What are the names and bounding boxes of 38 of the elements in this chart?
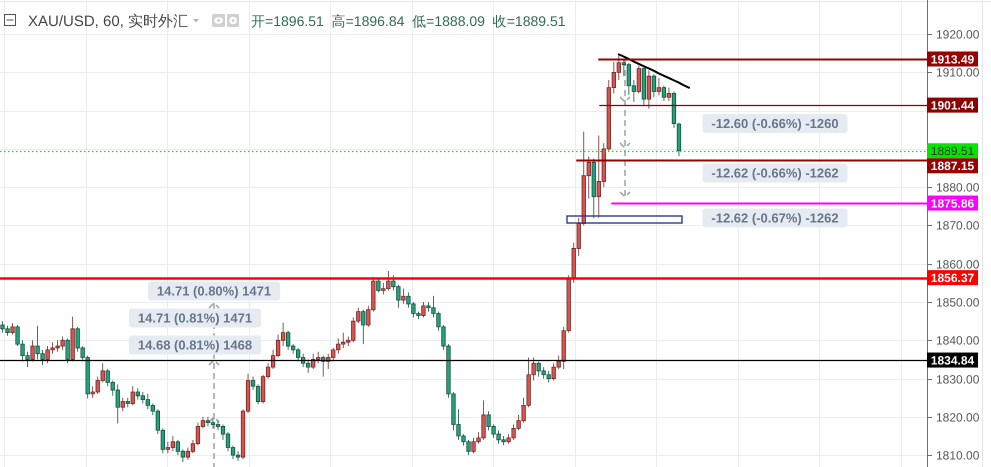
ref-line-label: 1834.84 — [930, 353, 975, 368]
annotation: 14.71 (0.80%) 1471 — [156, 284, 272, 298]
annotation: -12.62 (-0.67%) -1262 — [702, 208, 848, 228]
y-tick-label: 1830.00 — [936, 372, 980, 387]
price-tag: 1875.86 — [927, 196, 978, 211]
ref-line-label: 1887.15 — [930, 159, 975, 174]
annotation: -12.62 (-0.66%) -1262 — [702, 164, 848, 182]
text: 开=1896.51 高=1896.84 低=1888.09 收=1889.51 — [251, 13, 566, 29]
annotation: 14.71 (0.80%) 1471 — [148, 282, 280, 300]
y-tick-label: 1860.00 — [936, 258, 980, 272]
annotation: 14.71 (0.81%) 1471 — [138, 310, 252, 326]
annotation: -12.60 (-0.66%) -1260 — [711, 116, 839, 131]
price-tag: 1889.51 — [927, 143, 978, 158]
y-tick-label: 1910.00 — [936, 66, 980, 80]
price-tag: 1901.44 — [927, 98, 978, 113]
ref-line-label: 1875.86 — [930, 196, 975, 210]
y-tick-label: 1840.00 — [936, 334, 980, 348]
annotation: 14.71 (0.81%) 1471 — [128, 308, 262, 328]
y-tick-label: 1870.00 — [936, 218, 980, 233]
ref-line-label: 1889.51 — [930, 144, 975, 158]
ref-line-label: 1901.44 — [930, 98, 975, 112]
price-tag: 1834.84 — [927, 352, 978, 368]
price-tag: 1856.37 — [927, 270, 978, 286]
y-tick-label: 1850.00 — [936, 296, 980, 310]
annotation: -12.60 (-0.66%) -1260 — [702, 114, 848, 133]
annotation: 14.68 (0.81%) 1468 — [138, 338, 252, 352]
ref-line-label: 1856.37 — [930, 270, 975, 285]
annotation: 14.68 (0.81%) 1468 — [128, 336, 262, 354]
annotation: -12.62 (-0.66%) -1262 — [711, 166, 839, 180]
y-tick-label: 1820.00 — [936, 410, 980, 425]
price-tag: 1887.15 — [927, 158, 978, 174]
y-tick-label: 1810.00 — [936, 448, 980, 463]
text: XAU/USD, 60, 实时外汇 — [28, 13, 188, 30]
y-tick-label: 1880.00 — [936, 180, 980, 195]
y-tick-label: 1920.00 — [936, 28, 980, 42]
ref-line-label: 1913.49 — [930, 52, 975, 66]
price-tag: 1913.49 — [927, 52, 978, 66]
annotation: -12.62 (-0.67%) -1262 — [711, 210, 839, 226]
